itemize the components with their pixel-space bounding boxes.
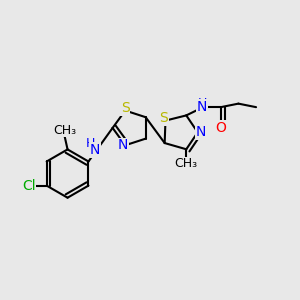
Text: CH₃: CH₃: [53, 124, 76, 137]
Text: N: N: [196, 100, 207, 114]
Text: N: N: [118, 138, 128, 152]
Text: Cl: Cl: [22, 178, 36, 193]
Text: N: N: [196, 125, 206, 139]
Text: O: O: [215, 121, 226, 135]
Text: S: S: [121, 101, 130, 115]
Text: S: S: [160, 111, 168, 125]
Text: N: N: [90, 143, 101, 157]
Text: H: H: [198, 97, 208, 110]
Text: CH₃: CH₃: [175, 158, 198, 170]
Text: H: H: [85, 137, 95, 150]
